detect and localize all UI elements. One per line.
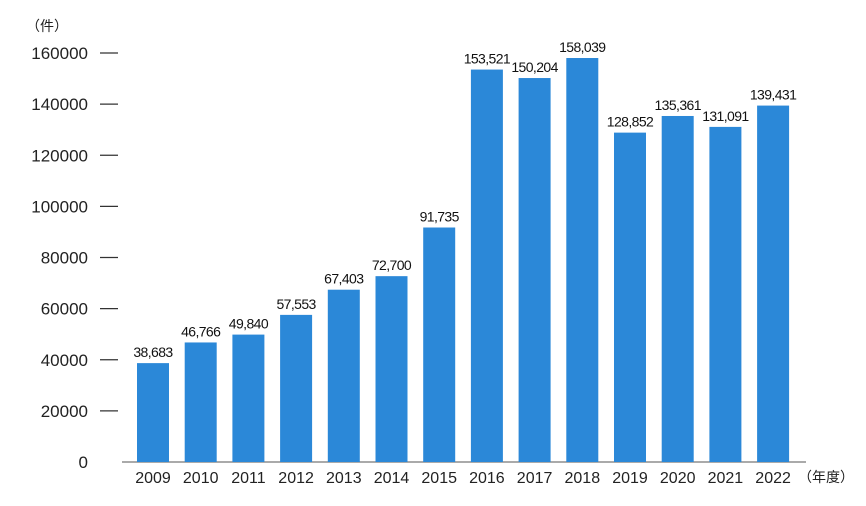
y-axis-unit: （件） xyxy=(26,19,68,35)
x-tick-label-2018: 2018 xyxy=(565,470,601,487)
bar-2022 xyxy=(757,105,790,463)
data-label-2011: 49,840 xyxy=(229,316,269,332)
data-label-2013: 67,403 xyxy=(324,271,364,287)
x-tick-label-2017: 2017 xyxy=(517,470,553,487)
y-axis: 0 20000 40000 60000 80000 100000 120000 140000 1… xyxy=(31,44,118,472)
data-label-2014: 72,700 xyxy=(372,257,412,273)
bar-2014 xyxy=(375,276,408,462)
y-tick-label: 140000 xyxy=(31,95,88,114)
bar-2018 xyxy=(566,58,599,462)
data-label-2016: 153,521 xyxy=(464,51,511,67)
y-tick-label: 100000 xyxy=(31,197,88,216)
x-tick-label-2020: 2020 xyxy=(660,470,696,487)
x-tick-label-2012: 2012 xyxy=(278,470,314,487)
data-label-2017: 150,204 xyxy=(511,59,558,75)
data-label-2018: 158,039 xyxy=(559,39,606,55)
bar-2021 xyxy=(709,126,742,463)
bar-2020 xyxy=(661,115,694,462)
y-tick-label: 160000 xyxy=(31,44,88,63)
y-tick-label: 20000 xyxy=(41,402,88,421)
bar-2010 xyxy=(184,342,217,462)
y-tick-label: 80000 xyxy=(41,249,88,268)
y-tick-label: 120000 xyxy=(31,146,88,165)
x-tick-label-2021: 2021 xyxy=(708,470,744,487)
bar-2016 xyxy=(470,69,503,462)
bar-2015 xyxy=(423,227,456,462)
data-label-2020: 135,361 xyxy=(654,97,701,113)
data-label-2015: 91,735 xyxy=(420,209,460,225)
bar-2017 xyxy=(518,78,551,463)
x-tick-label-2010: 2010 xyxy=(183,470,219,487)
data-label-2021: 131,091 xyxy=(702,108,749,124)
bar-2013 xyxy=(327,289,360,462)
y-tick-label: 60000 xyxy=(41,300,88,319)
y-tick-label: 0 xyxy=(79,453,88,472)
data-label-2022: 139,431 xyxy=(750,87,797,103)
data-labels: 38,683 46,766 49,840 57,553 67,403 72,700 91,7… xyxy=(133,39,797,360)
data-label-2009: 38,683 xyxy=(133,344,173,360)
bars xyxy=(137,58,790,463)
x-axis-labels: 2009 2010 2011 2012 2013 2014 2015 2016 2017 2018… xyxy=(135,470,791,487)
data-label-2012: 57,553 xyxy=(276,296,316,312)
x-tick-label-2016: 2016 xyxy=(469,470,505,487)
bar-2012 xyxy=(280,314,313,462)
x-axis-unit: （年度） xyxy=(798,470,854,486)
x-tick-label-2022: 2022 xyxy=(755,470,791,487)
x-tick-label-2015: 2015 xyxy=(421,470,457,487)
x-tick-label-2019: 2019 xyxy=(612,470,648,487)
bar-2009 xyxy=(137,363,169,462)
x-tick-label-2009: 2009 xyxy=(135,470,171,487)
y-tick-label: 40000 xyxy=(41,351,88,370)
x-tick-label-2013: 2013 xyxy=(326,470,362,487)
bar-2019 xyxy=(614,132,646,462)
x-tick-label-2011: 2011 xyxy=(231,470,266,487)
bar-2011 xyxy=(232,334,265,462)
data-label-2010: 46,766 xyxy=(181,323,221,339)
x-tick-label-2014: 2014 xyxy=(374,470,410,487)
data-label-2019: 128,852 xyxy=(607,114,654,130)
